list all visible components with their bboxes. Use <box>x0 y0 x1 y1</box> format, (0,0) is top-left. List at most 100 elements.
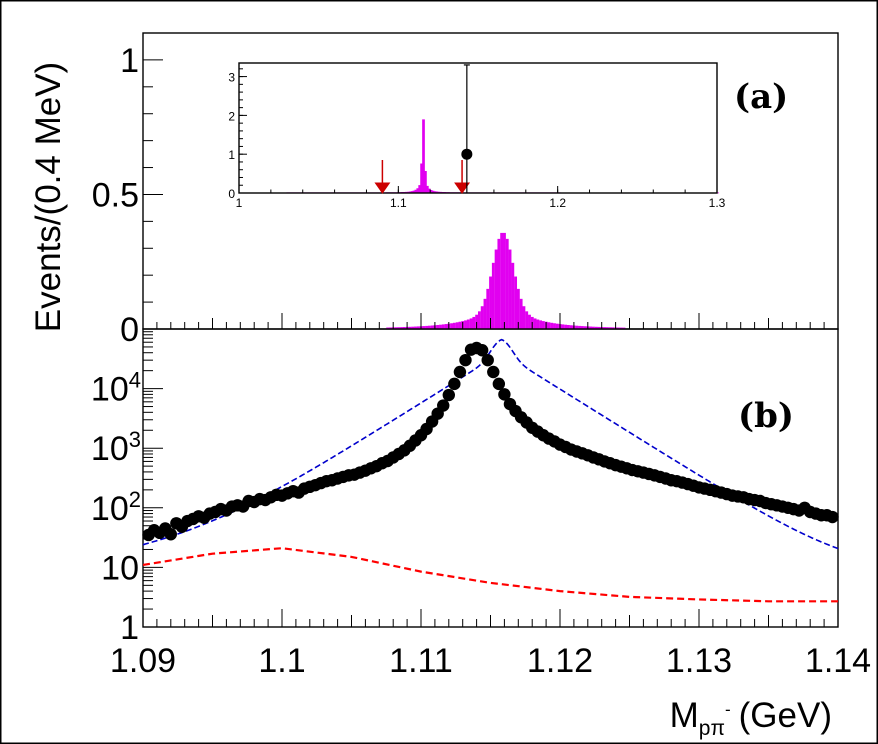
signal-bin <box>427 325 431 329</box>
signal-bin <box>555 323 559 329</box>
inset-x-tick-label: 1 <box>236 196 243 210</box>
y-tick-label: 0.5 <box>92 176 139 214</box>
data-point <box>498 388 511 401</box>
signal-bin <box>436 324 440 329</box>
signal-bin <box>569 325 573 329</box>
data-point <box>481 353 494 367</box>
signal-bin <box>422 326 426 329</box>
signal-bin <box>566 324 570 329</box>
signal-bin <box>528 314 531 329</box>
y-tick-label: 0 <box>120 311 139 349</box>
signal-bin <box>597 326 601 329</box>
x-axis-title-main: M <box>670 696 699 735</box>
signal-bin <box>580 326 584 329</box>
data-point <box>459 353 472 367</box>
y-axis-title: Events/(0.4 MeV) <box>29 62 68 332</box>
y-tick-label: 102 <box>91 487 141 528</box>
panel-a-signal-histogram <box>386 232 626 329</box>
data-point <box>164 528 177 541</box>
signal-bin <box>578 325 581 329</box>
y-tick-label-exponent: 3 <box>129 427 141 452</box>
signal-bin <box>589 326 593 329</box>
y-tick-label: 10 <box>101 549 139 587</box>
signal-bin <box>508 249 512 329</box>
signal-bin <box>480 306 484 329</box>
signal-bin <box>475 314 479 329</box>
signal-bin <box>500 232 504 329</box>
panel-b-x-axis: 1.09 1.1 1.11 1.12 1.13 1.14 <box>110 609 871 680</box>
data-point <box>475 344 489 357</box>
y-tick-label-base: 10 <box>91 371 129 409</box>
signal-bin <box>408 326 412 329</box>
signal-bin <box>583 326 587 329</box>
x-tick-label: 1.13 <box>666 642 732 680</box>
signal-bin <box>541 321 545 329</box>
signal-bin <box>477 311 481 329</box>
signal-bin <box>464 320 467 329</box>
inset-frame <box>238 62 718 194</box>
signal-bin <box>414 326 417 329</box>
signal-bin <box>394 327 398 329</box>
signal-bin <box>525 311 529 329</box>
panel-a-label: (a) <box>734 77 788 117</box>
signal-bin <box>397 327 401 329</box>
signal-bin <box>553 323 556 329</box>
data-point-marker <box>461 148 473 160</box>
signal-bin <box>458 321 462 329</box>
inset-background <box>239 63 717 193</box>
signal-bin <box>466 319 470 329</box>
data-point <box>437 399 450 412</box>
y-tick-label-exponent: 2 <box>129 487 141 512</box>
data-point <box>492 377 506 391</box>
signal-bin <box>505 238 509 329</box>
signal-bin <box>430 325 434 329</box>
signal-bin <box>441 324 445 329</box>
y-tick-label: 104 <box>91 368 141 409</box>
signal-window-arrow-head <box>454 182 471 194</box>
signal-bin <box>452 322 456 329</box>
signal-bin <box>400 327 404 329</box>
background-curve <box>142 547 838 603</box>
y-tick-label: 1 <box>120 42 139 80</box>
data-points <box>142 341 839 542</box>
signal-bin <box>561 324 565 329</box>
signal-bin <box>491 262 495 329</box>
signal-bin <box>425 325 429 329</box>
signal-bin <box>486 288 490 329</box>
signal-bin <box>519 298 523 329</box>
signal-bin <box>611 327 615 329</box>
panel-a-x-ticks <box>142 313 839 329</box>
signal-bin <box>497 238 501 329</box>
inset-y-tick-label: 2 <box>228 109 235 123</box>
signal-bin <box>386 327 390 329</box>
inset-x-tick-label: 1.1 <box>390 196 407 210</box>
signal-bin <box>503 232 506 329</box>
signal-bin <box>533 318 537 329</box>
inset-x-tick-label: 1.3 <box>709 196 726 210</box>
data-point <box>487 365 500 379</box>
inset-y-tick-label: 0 <box>228 187 235 201</box>
signal-bin <box>450 323 454 329</box>
x-axis-title-subscript: pπ <box>699 717 725 740</box>
signal-bin <box>494 249 498 329</box>
x-axis-title-superscript: - <box>725 700 731 719</box>
background-curve-line <box>142 547 838 603</box>
data-point <box>826 510 839 524</box>
inset-x-tick-label: 1.2 <box>549 196 566 210</box>
panel-a-y-axis: 00.51 <box>92 42 163 349</box>
y-tick-label-base: 10 <box>91 430 129 468</box>
signal-bin <box>389 327 392 329</box>
signal-bin <box>522 306 526 329</box>
inset-y-tick-label: 1 <box>228 148 235 162</box>
panel-b-label: (b) <box>738 396 794 436</box>
x-tick-label: 1.11 <box>389 642 453 680</box>
signal-bin <box>455 322 459 329</box>
signal-bin <box>483 298 487 329</box>
signal-bin <box>514 276 518 329</box>
signal-bin <box>619 327 623 329</box>
inset-data-point <box>461 64 473 193</box>
signal-bin <box>575 325 579 329</box>
